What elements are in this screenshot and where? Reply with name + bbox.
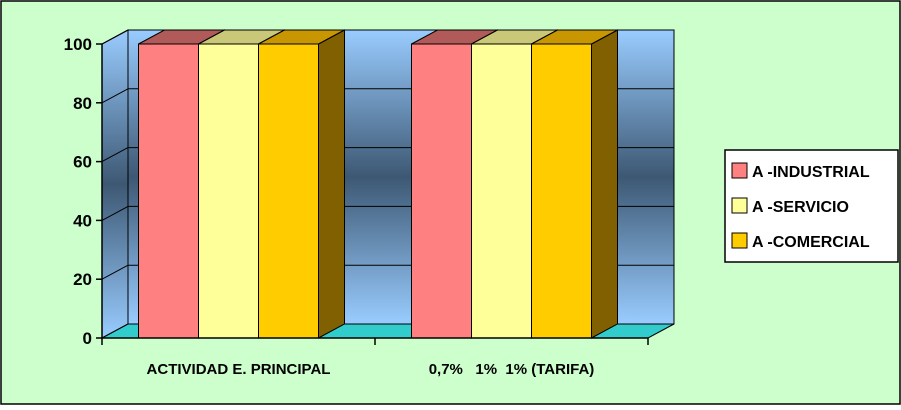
- gridline-side: [101, 88, 129, 104]
- y-tick-label: 60: [73, 153, 92, 172]
- x-category-label: ACTIVIDAD E. PRINCIPAL: [147, 361, 331, 378]
- y-tick-label: 80: [73, 94, 92, 113]
- legend-label: A -INDUSTRIAL: [752, 164, 870, 181]
- legend-label: A -COMERCIAL: [752, 234, 870, 251]
- bar: [471, 43, 532, 339]
- gridline-side: [101, 29, 129, 45]
- y-tick-label: 0: [83, 329, 92, 348]
- gridline-side: [101, 205, 129, 221]
- x-category-label: 0,7% 1% 1% (TARIFA): [429, 361, 595, 378]
- legend-swatch: [731, 232, 748, 249]
- bar: [138, 43, 199, 339]
- bar-side: [591, 29, 618, 339]
- gridline-side: [101, 264, 129, 280]
- y-tick-label: 40: [73, 211, 92, 230]
- bar: [198, 43, 259, 339]
- bar: [531, 43, 592, 339]
- bar: [411, 43, 472, 339]
- legend-box: [724, 149, 899, 263]
- legend-swatch: [731, 162, 748, 179]
- bar: [258, 43, 319, 339]
- legend: A -INDUSTRIAL A -SERVICIO A -COMERCIAL: [724, 149, 899, 263]
- legend-swatch: [731, 197, 748, 214]
- y-tick-label: 20: [73, 270, 92, 289]
- side-wall: [101, 29, 129, 339]
- legend-label: A -SERVICIO: [752, 199, 849, 216]
- bar-side: [318, 29, 345, 339]
- gridline-side: [101, 147, 129, 163]
- y-tick-label: 100: [64, 35, 92, 54]
